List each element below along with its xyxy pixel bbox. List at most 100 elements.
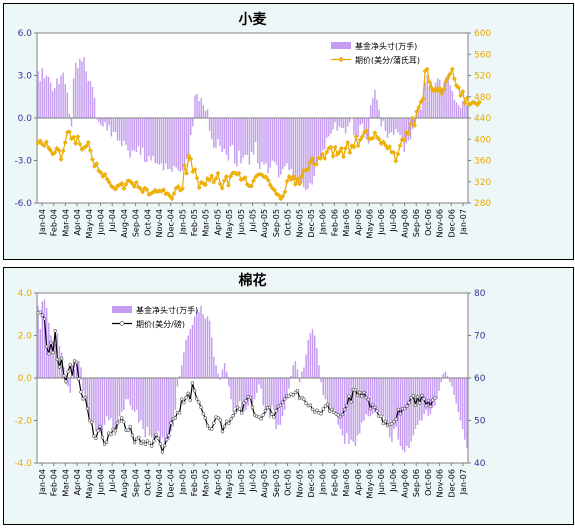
- position-bar: [102, 118, 104, 127]
- price-point: [414, 109, 420, 115]
- price-point: [227, 421, 231, 426]
- position-bar: [43, 299, 46, 378]
- price-point: [150, 444, 154, 448]
- position-bar: [423, 378, 425, 415]
- price-point: [291, 393, 295, 397]
- price-point: [328, 144, 334, 150]
- position-bar: [93, 98, 96, 118]
- x-tick-label: Dec-05: [307, 209, 316, 238]
- x-tick-label: Apr-05: [213, 209, 222, 235]
- position-bar: [399, 378, 402, 446]
- position-bar: [298, 378, 301, 383]
- position-bar: [369, 378, 372, 417]
- position-bar: [252, 118, 255, 155]
- position-bar: [118, 118, 121, 141]
- position-bar: [245, 378, 247, 410]
- x-tick-label: Mar-06: [342, 469, 351, 497]
- position-bar: [227, 118, 230, 161]
- position-bar: [39, 81, 41, 118]
- position-bar: [290, 375, 292, 378]
- price-point: [152, 439, 156, 443]
- position-bar: [420, 109, 422, 118]
- left-tick-label: -3.0: [14, 157, 32, 167]
- price-point: [282, 189, 288, 195]
- price-point: [464, 95, 470, 101]
- price-point: [102, 171, 108, 177]
- position-bar: [123, 378, 125, 410]
- position-bar: [296, 118, 299, 184]
- x-tick-label: Jan-07: [459, 469, 468, 495]
- legend-bar-label: 基金净头寸(万手): [355, 41, 417, 51]
- position-bar: [91, 86, 94, 118]
- x-tick-label: Sep-05: [272, 469, 281, 497]
- position-bar: [142, 378, 144, 429]
- position-bar: [192, 118, 194, 127]
- x-tick-label: Oct-06: [424, 209, 433, 236]
- x-tick-label: Jan-04: [38, 209, 47, 235]
- position-bar: [319, 118, 322, 157]
- price-point: [387, 144, 393, 150]
- position-bar: [236, 118, 238, 167]
- position-bar: [176, 378, 179, 387]
- x-tick-label: Nov-04: [155, 469, 164, 497]
- price-point: [53, 329, 57, 333]
- price-point: [37, 138, 43, 144]
- price-point: [122, 420, 126, 424]
- position-bar: [146, 118, 148, 162]
- x-tick-label: May-04: [85, 469, 94, 498]
- position-bar: [367, 378, 370, 417]
- position-bar: [206, 316, 209, 378]
- position-bar: [401, 118, 403, 140]
- position-bar: [305, 354, 307, 378]
- position-bar: [139, 118, 142, 155]
- position-bar: [305, 118, 307, 191]
- price-point: [233, 410, 238, 415]
- position-bar: [127, 118, 129, 151]
- position-bar: [70, 118, 73, 127]
- price-point: [286, 173, 292, 179]
- position-bar: [269, 118, 272, 168]
- position-bar: [388, 378, 391, 438]
- price-point: [216, 416, 220, 420]
- price-point: [139, 441, 143, 446]
- position-bar: [213, 356, 215, 378]
- price-point: [68, 363, 72, 367]
- position-bar: [311, 118, 313, 185]
- position-bar: [155, 378, 157, 436]
- position-bar: [180, 365, 183, 378]
- position-bar: [419, 378, 421, 421]
- price-point: [280, 193, 286, 199]
- position-bar: [60, 75, 62, 118]
- position-bar: [378, 109, 380, 118]
- position-bar: [185, 339, 187, 378]
- price-point: [360, 394, 364, 398]
- position-bar: [258, 378, 260, 385]
- price-point: [203, 416, 208, 420]
- price-point: [278, 403, 283, 407]
- position-bar: [338, 118, 341, 127]
- position-bar: [294, 118, 297, 181]
- position-bar: [275, 118, 278, 165]
- price-point: [261, 413, 265, 417]
- price-point: [458, 93, 464, 99]
- position-bar: [288, 378, 290, 389]
- position-bar: [170, 378, 172, 432]
- price-point: [392, 420, 396, 424]
- position-bar: [457, 378, 460, 412]
- position-bar: [348, 378, 350, 444]
- position-bar: [105, 378, 108, 417]
- price-point: [94, 161, 100, 167]
- position-bar: [73, 369, 76, 378]
- position-bar: [303, 118, 305, 188]
- position-bar: [89, 81, 92, 118]
- price-point: [372, 130, 378, 136]
- position-bar: [323, 118, 326, 150]
- x-tick-label: Aug-04: [120, 209, 129, 238]
- x-tick-label: Oct-05: [284, 209, 293, 236]
- price-point: [312, 410, 317, 414]
- position-bar: [103, 378, 106, 425]
- position-bar: [261, 118, 263, 162]
- price-point: [217, 181, 223, 187]
- right-tick-label: 360: [474, 157, 491, 167]
- x-tick-label: Apr-05: [213, 469, 222, 495]
